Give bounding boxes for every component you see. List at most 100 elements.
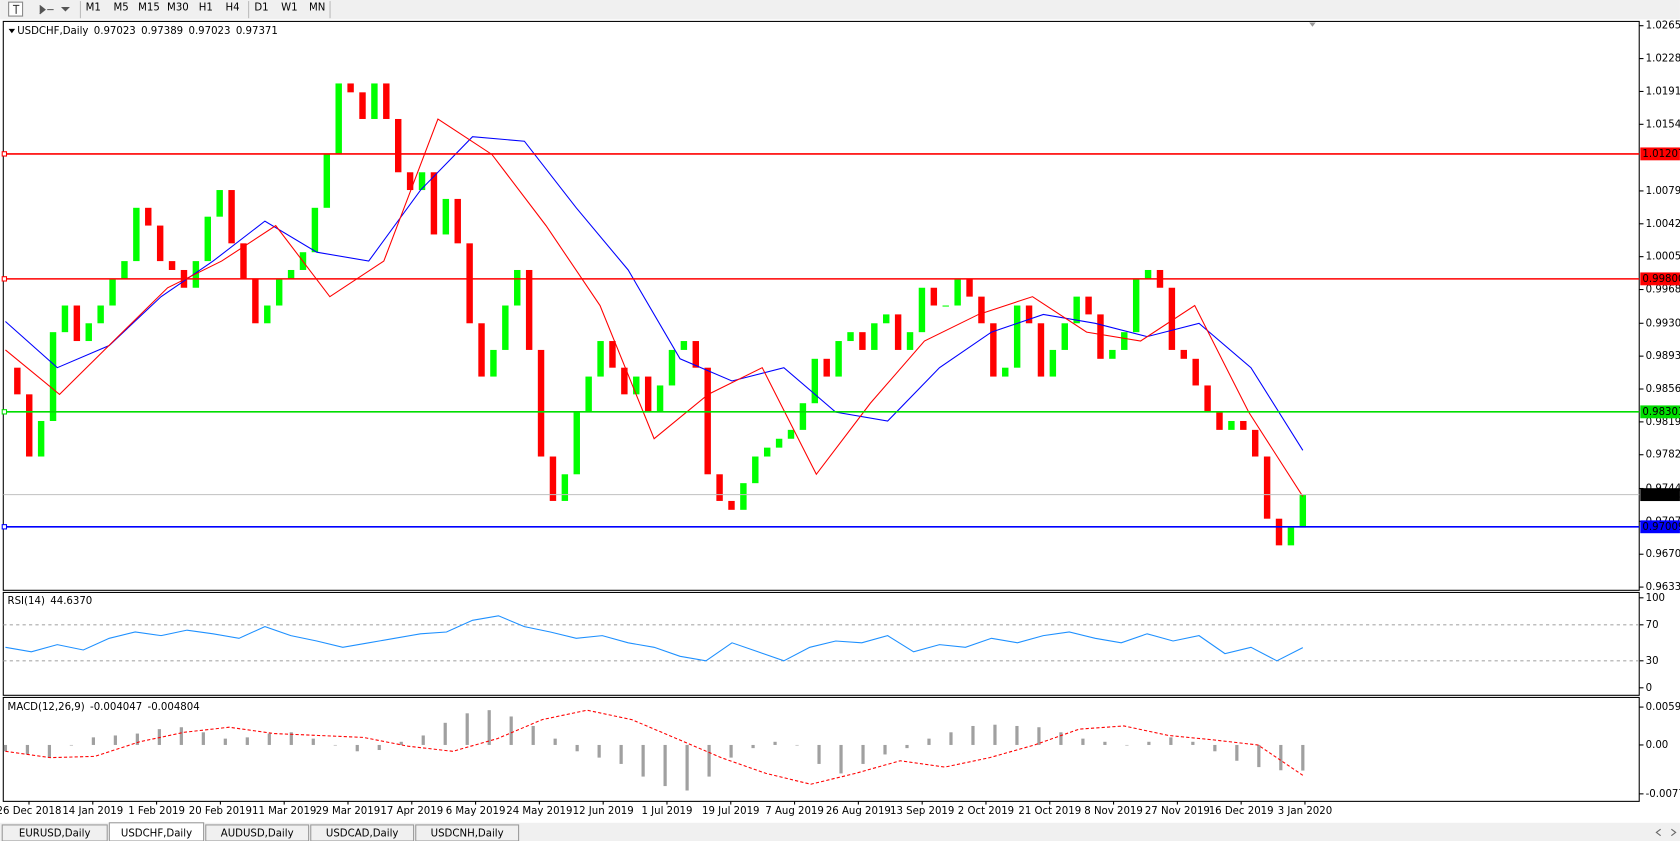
macd-bar — [3, 744, 8, 752]
candle — [716, 474, 723, 501]
macd-title: MACD(12,26,9) — [8, 702, 85, 713]
timeframe-button[interactable]: M5 — [114, 2, 129, 13]
moving-average — [5, 136, 1304, 451]
candle — [121, 261, 128, 279]
candle — [49, 332, 57, 421]
candle — [668, 349, 676, 386]
tab-label[interactable]: EURUSD,Daily — [19, 829, 91, 840]
macd-bar — [1257, 744, 1261, 768]
timeframe-button[interactable]: W1 — [281, 2, 298, 13]
tab-label[interactable]: USDCHF,Daily — [121, 829, 192, 840]
macd-signal — [5, 709, 1304, 785]
candle — [37, 420, 45, 457]
macd-panel — [2, 696, 1640, 802]
candle — [752, 456, 759, 484]
timeframe-button[interactable]: H1 — [199, 2, 213, 13]
tab[interactable] — [205, 824, 310, 841]
candle — [1109, 349, 1116, 359]
candle — [418, 172, 426, 191]
quote-high: 0.97389 — [141, 26, 183, 37]
tab-label[interactable]: USDCAD,Daily — [326, 829, 399, 840]
tab-label[interactable]: USDCNH,Daily — [431, 829, 504, 840]
toolbar — [0, 0, 1680, 20]
candle — [1049, 349, 1057, 377]
y-tick-label: 70 — [1646, 620, 1659, 631]
level-handle[interactable] — [1, 524, 8, 530]
y-tick-label: 0.96700 — [1646, 549, 1680, 560]
candle — [14, 367, 21, 395]
candle — [656, 385, 664, 413]
y-tick-label: -0.00773 — [1646, 789, 1680, 800]
candle — [1025, 305, 1033, 324]
macd-bar — [47, 744, 52, 758]
candle — [1216, 412, 1223, 430]
tab-label[interactable]: AUDUSD,Daily — [221, 829, 294, 840]
macd-bar — [861, 744, 865, 764]
candle — [216, 190, 223, 217]
macd-bar — [113, 735, 117, 745]
candle — [192, 261, 200, 288]
timeframe-button[interactable]: H4 — [225, 2, 239, 13]
macd-bar — [795, 744, 799, 746]
candle — [311, 207, 319, 253]
timeframe-button[interactable]: M1 — [86, 2, 101, 13]
quote-close: 0.97371 — [236, 26, 278, 37]
macd-bar — [509, 716, 513, 745]
timeframe-button[interactable]: M30 — [167, 2, 189, 13]
y-tick-label: 0.00 — [1646, 740, 1669, 751]
candle — [847, 332, 854, 342]
candle — [514, 269, 521, 306]
y-tick-label: 30 — [1646, 656, 1659, 667]
y-tick-label: 0.98930 — [1646, 351, 1680, 362]
candle — [930, 287, 938, 306]
chart-title: USDCHF,Daily — [17, 26, 88, 37]
timeframe-button[interactable]: MN — [309, 2, 325, 13]
header-triangle — [8, 28, 16, 34]
macd-bar — [751, 744, 755, 749]
macd-bar — [1169, 737, 1173, 745]
candle — [335, 83, 342, 155]
candle — [1228, 420, 1235, 430]
macd-bar — [971, 725, 975, 745]
candle — [906, 332, 914, 350]
timeframe-button[interactable]: D1 — [254, 2, 268, 13]
y-tick-label: 0.005986 — [1646, 702, 1680, 713]
y-tick-label: 1.02650 — [1646, 21, 1680, 32]
macd-bar — [685, 744, 689, 791]
macd-bar — [201, 732, 205, 745]
candle — [490, 349, 497, 377]
candle — [633, 376, 640, 395]
candle — [787, 429, 795, 439]
macd-bar — [597, 744, 601, 758]
level-label: 0.97009 — [1642, 522, 1680, 533]
macd-bar — [245, 737, 249, 745]
macd-bar — [1301, 744, 1305, 771]
x-tick-label: 29 Mar 2019 — [316, 806, 380, 817]
tab[interactable] — [310, 824, 415, 841]
tab-scroll[interactable] — [1655, 828, 1677, 837]
tab[interactable] — [108, 822, 205, 841]
level-handle[interactable] — [1, 409, 8, 415]
candle — [609, 341, 616, 368]
level-handle[interactable] — [1, 276, 8, 282]
candle — [1061, 323, 1068, 350]
macd-bar — [1213, 744, 1217, 752]
candle — [406, 172, 414, 191]
candle — [109, 278, 116, 306]
macd-signal-value: -0.004804 — [148, 702, 200, 713]
candle — [525, 269, 533, 350]
macd-bar — [311, 738, 315, 745]
macd-bar — [179, 727, 183, 745]
candle — [871, 323, 878, 350]
tab[interactable] — [415, 824, 520, 841]
macd-bar — [69, 744, 74, 746]
candle — [1132, 278, 1140, 333]
tool-dropdown-icon[interactable] — [39, 4, 70, 15]
tab[interactable] — [1, 824, 108, 841]
level-handle[interactable] — [1, 151, 8, 157]
timeframe-button[interactable]: M15 — [138, 2, 160, 13]
candle — [680, 341, 688, 350]
candle — [204, 216, 211, 262]
candle — [466, 243, 473, 324]
